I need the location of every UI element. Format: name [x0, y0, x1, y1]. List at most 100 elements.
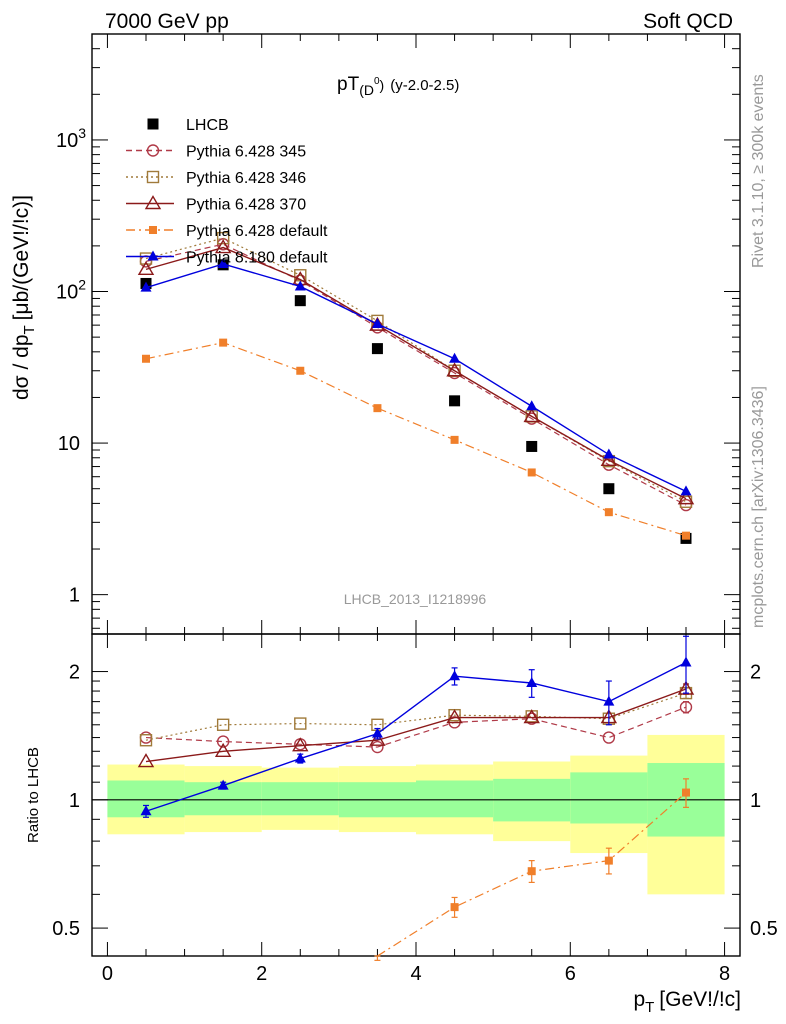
ratio-point: [603, 695, 615, 706]
main-series-0: [140, 259, 692, 544]
ratio-point: [371, 740, 384, 754]
main-point: [371, 343, 383, 355]
x-tick-label: 4: [410, 963, 421, 985]
legend-marker: [149, 226, 157, 234]
main-point: [679, 498, 693, 512]
x-tick-label: 8: [719, 963, 730, 985]
ratio-point: [371, 727, 383, 738]
legend-label: Pythia 8.180 default: [186, 250, 328, 267]
main-point: [294, 295, 306, 307]
ratio-point: [677, 680, 695, 695]
ratio-point: [450, 903, 459, 912]
main-series-5: [140, 257, 692, 496]
ratio-point: [137, 753, 155, 768]
main-point: [140, 281, 152, 292]
main-series-line: [145, 243, 687, 506]
plot-title: pT(D0) (y-2.0-2.5): [337, 74, 459, 98]
mcplots-label: mcplots.cern.ch [arXiv:1306.3436]: [750, 386, 767, 628]
ratio-point: [449, 670, 461, 681]
ratio-series-line: [145, 706, 687, 748]
ratio-point: [294, 717, 307, 730]
x-tick-label: 2: [256, 963, 267, 985]
ratio-point: [292, 737, 309, 752]
ratio-point: [602, 731, 616, 744]
main-series-4: [142, 338, 690, 540]
legend-label: Pythia 6.428 346: [186, 170, 306, 187]
main-point: [214, 239, 232, 254]
legend-label: LHCB: [186, 117, 229, 134]
ratio-point: [139, 734, 153, 747]
ratio-uncertainty-bands: [92, 734, 740, 895]
ratio-point: [446, 709, 463, 724]
ratio-y-label: Ratio to LHCB: [25, 747, 42, 843]
ratio-point: [369, 731, 386, 746]
legend-label: Pythia 6.428 345: [186, 144, 306, 161]
ratio-point: [527, 867, 536, 876]
ratio-y-tick-label: 1: [69, 790, 80, 812]
main-series-1: [139, 238, 693, 512]
ratio-series-line: [145, 688, 687, 763]
main-series-line: [145, 263, 687, 493]
legend-entry-3: Pythia 6.428 370: [126, 195, 306, 214]
ratio-point: [604, 856, 613, 865]
main-point: [600, 451, 618, 466]
y-tick-label: 10: [58, 433, 80, 455]
ratio-point: [216, 718, 230, 731]
analysis-watermark: LHCB_2013_I1218996: [344, 591, 487, 607]
main-y-label: dσ / dpT[μb/(GeV!/!c)]: [10, 195, 38, 400]
x-axis-label: pT [GeV!/!c]: [633, 988, 741, 1016]
main-point: [677, 490, 695, 505]
ratio-y-tick-label-right: 1: [750, 790, 761, 812]
legend-marker: [146, 170, 160, 184]
ratio-point: [216, 735, 230, 748]
legend-marker: [144, 195, 162, 210]
ratio-series-4: [140, 635, 692, 818]
rivet-label: Rivet 3.1.10, ≥ 300k events: [750, 74, 767, 268]
ratio-point: [682, 788, 690, 797]
main-series-2: [139, 231, 693, 508]
main-point: [450, 435, 459, 444]
main-point: [371, 318, 383, 329]
main-point: [603, 483, 615, 495]
legend-entry-2: Pythia 6.428 346: [126, 170, 306, 187]
main-point: [216, 231, 230, 245]
legend-marker: [146, 144, 160, 157]
y-tick-label: 1: [69, 585, 80, 607]
band-green-4: [416, 780, 494, 818]
ratio-series-line: [145, 692, 687, 741]
main-series-line: [145, 246, 687, 500]
ratio-point: [294, 752, 306, 763]
ratio-point: [679, 700, 693, 714]
ratio-series-line: [145, 661, 687, 812]
band-green-2: [261, 782, 339, 816]
main-point: [682, 531, 690, 540]
legend-entry-0: LHCB: [147, 117, 229, 134]
main-point: [680, 485, 692, 496]
ratio-y-tick-label-right: 2: [750, 662, 761, 684]
main-point: [446, 362, 463, 377]
legend-entry-1: Pythia 6.428 345: [126, 144, 306, 161]
main-point: [219, 338, 228, 347]
x-tick-label: 6: [565, 963, 576, 985]
main-point: [526, 440, 538, 452]
legend-entry-4: Pythia 6.428 default: [126, 223, 328, 240]
legend-label: Pythia 6.428 370: [186, 197, 306, 214]
x-tick-label: 0: [102, 963, 113, 985]
ratio-y-tick-label: 2: [69, 662, 80, 684]
legend-entry-5: Pythia 8.180 default: [126, 250, 328, 267]
ratio-y-tick-label: 0.5: [52, 918, 80, 940]
header-right: Soft QCD: [643, 10, 733, 33]
main-point: [449, 352, 461, 363]
main-point: [523, 407, 540, 423]
ratio-point: [139, 731, 153, 744]
legend-marker: [147, 250, 159, 261]
main-point: [373, 404, 382, 413]
main-point: [369, 316, 386, 331]
main-point: [604, 508, 613, 517]
header-left: 7000 GeV pp: [105, 10, 229, 33]
ratio-point: [217, 779, 229, 790]
y-tick-label: 103: [56, 125, 86, 152]
ratio-y-tick-label-right: 0.5: [750, 918, 778, 940]
ratio-point: [214, 742, 232, 757]
main-point: [526, 400, 538, 411]
